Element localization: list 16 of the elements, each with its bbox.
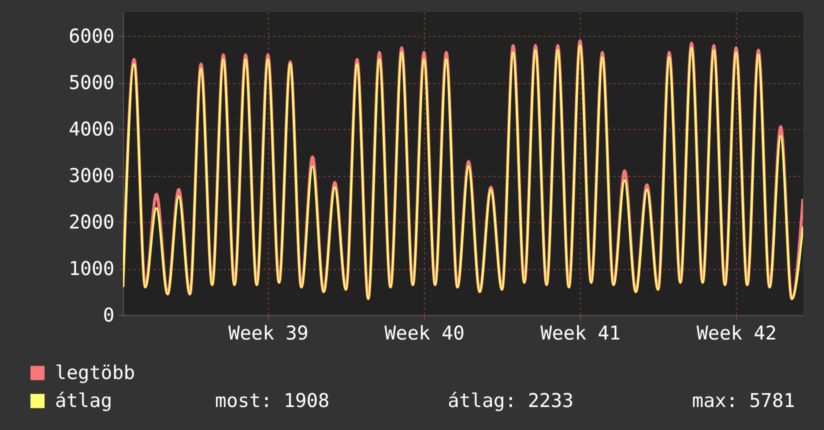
y-tick-label: 5000 [68,72,114,94]
y-tick-label: 1000 [68,258,114,280]
x-tick-label: Week 41 [540,322,621,344]
y-tick-label: 4000 [68,118,114,141]
legend-label: legtöbb [55,362,136,384]
text: átlag: 2233 [448,390,574,412]
text: max: 5781 [692,390,795,412]
legend-label: átlag [55,390,112,412]
y-tick-label: 3000 [68,165,114,188]
y-tick-label: 2000 [68,212,114,234]
y-tick-label: 0 [103,304,114,326]
x-tick-label: Week 39 [228,322,308,344]
x-tick-label: Week 42 [696,322,777,344]
y-tick-label: 6000 [68,26,114,48]
text: most: 1908 [215,390,330,412]
x-tick-label: Week 40 [384,322,465,344]
